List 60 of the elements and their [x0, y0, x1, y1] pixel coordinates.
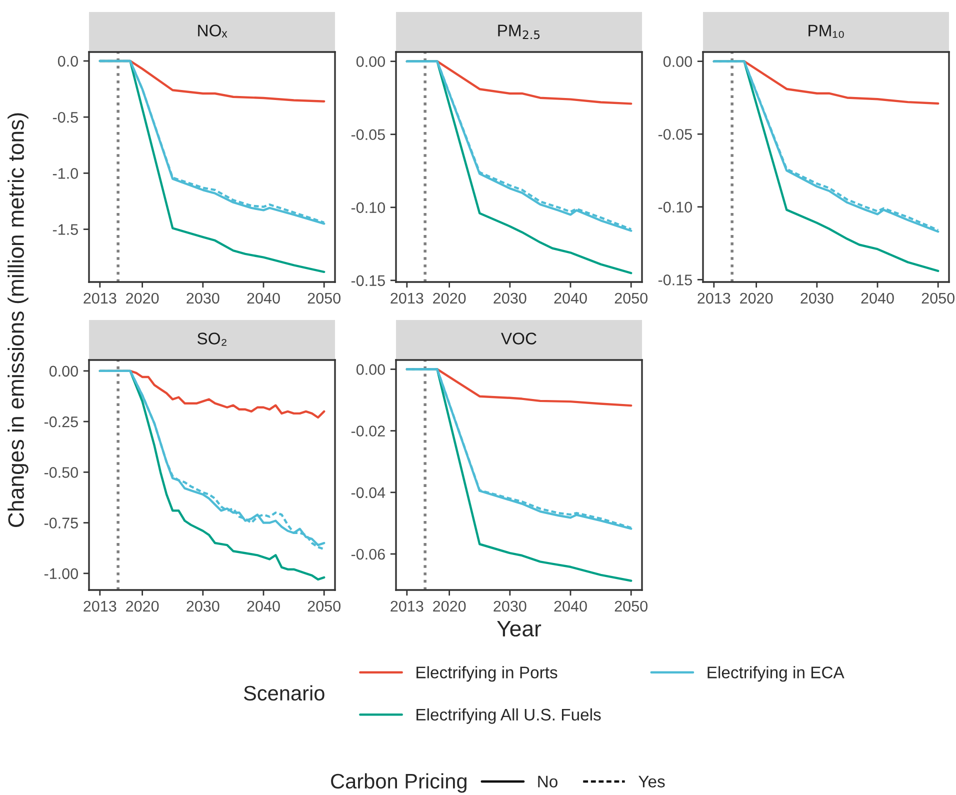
x-tick-label: 2030 [494, 292, 526, 304]
y-tick-label: -0.02 [351, 426, 385, 437]
x-tick-label: 2020 [126, 292, 159, 304]
x-tick-label: 2030 [186, 292, 220, 304]
x-tick-label: 2020 [433, 600, 466, 612]
y-tick-label: -0.15 [351, 275, 385, 286]
x-tick-label: 2050 [308, 600, 340, 612]
y-tick-label: -0.04 [351, 487, 386, 498]
y-tick-label: -0.10 [658, 202, 692, 213]
y-tick-label: 0.00 [663, 56, 692, 68]
chart-title: SO₂ [197, 332, 226, 346]
x-tick-label: 2040 [861, 292, 894, 304]
chart-title: PM$_{2.5}$ [498, 24, 540, 40]
y-tick-label: -1.00 [44, 568, 78, 580]
x-tick-label: 2020 [433, 292, 466, 304]
x-tick-label: 2050 [922, 292, 954, 304]
x-axis-title: Year [497, 621, 542, 637]
y-tick-label: -0.75 [44, 518, 78, 528]
text: Yes [638, 776, 665, 788]
y-tick-label: -0.50 [44, 467, 78, 478]
x-tick-label: 2040 [247, 292, 280, 304]
x-tick-label: 2013 [390, 292, 424, 304]
legend-label: Electrifying in ECA [708, 666, 844, 682]
x-tick-label: 2050 [614, 600, 648, 612]
chart-title: PM₁₀ [808, 24, 844, 38]
x-tick-label: 2013 [698, 292, 730, 304]
x-tick-label: 2013 [84, 600, 116, 612]
text: Carbon Pricing [331, 773, 466, 793]
x-tick-label: 2040 [247, 600, 280, 612]
x-tick-label: 2013 [390, 600, 424, 612]
chart-title: NOₓ [198, 24, 228, 38]
y-tick-label: -0.05 [351, 129, 385, 140]
y-tick-label: -0.10 [351, 202, 385, 214]
y-tick-label: -0.05 [658, 128, 692, 140]
x-tick-label: 2030 [494, 600, 526, 612]
x-tick-label: 2040 [554, 600, 587, 612]
y-tick-label: -0.5 [52, 112, 78, 123]
y-tick-label: 0.0 [58, 56, 78, 67]
legend-label: Electrifying in Ports [416, 666, 558, 682]
y-tick-label: 0.00 [356, 364, 385, 375]
x-tick-label: 2040 [554, 292, 587, 304]
y-axis-title: Changes in emissions (million metric tons) [8, 113, 28, 527]
text: No [538, 776, 558, 788]
x-tick-label: 2020 [740, 292, 773, 304]
y-tick-label: 0.00 [356, 56, 385, 68]
x-tick-label: 2030 [186, 600, 220, 612]
legend-label: Electrifying All U.S. Fuels [416, 708, 601, 724]
legend-title: Scenario [244, 685, 324, 701]
x-tick-label: 2013 [84, 292, 116, 304]
x-tick-label: 2050 [614, 292, 648, 304]
x-tick-label: 2050 [308, 292, 340, 304]
x-tick-label: 2030 [800, 292, 834, 304]
y-tick-label: 0.00 [49, 366, 78, 377]
y-tick-label: -0.06 [351, 548, 385, 560]
y-tick-label: -0.25 [44, 416, 78, 428]
x-tick-label: 2020 [126, 600, 159, 612]
y-tick-label: -0.15 [658, 274, 692, 286]
chart-title: VOC [501, 332, 536, 344]
y-tick-label: -1.5 [52, 224, 78, 235]
y-tick-label: -1.0 [52, 168, 78, 179]
